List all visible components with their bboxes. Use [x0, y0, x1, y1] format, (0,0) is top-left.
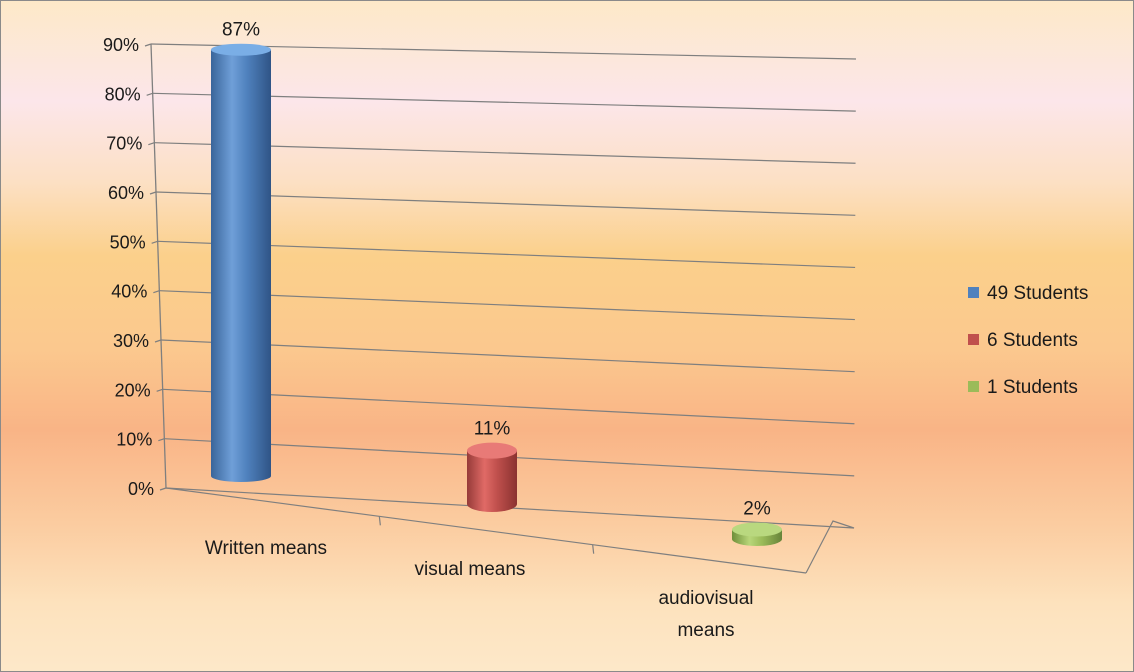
- legend-swatch: [968, 287, 979, 298]
- y-tick-label: 30%: [113, 331, 149, 351]
- gridline: [150, 43, 857, 60]
- data-label: 11%: [474, 419, 511, 440]
- x-axis-line: [165, 487, 807, 574]
- y-tick-label: 90%: [103, 35, 139, 55]
- y-tick-label: 80%: [105, 84, 141, 104]
- legend-label: 49 Students: [987, 283, 1088, 304]
- x-category-label: audiovisual means: [658, 588, 753, 641]
- gridline: [162, 388, 855, 425]
- y-axis-line: [150, 43, 167, 489]
- y-tick-mark: [159, 487, 167, 491]
- gridline: [160, 339, 855, 373]
- cylinder-top: [732, 522, 782, 537]
- cylinder-top: [211, 43, 271, 56]
- y-tick-mark: [149, 191, 157, 195]
- gridline: [155, 191, 856, 216]
- x-tick-mark: [378, 516, 381, 526]
- legend: 49 Students 6 Students 1 Students: [968, 283, 1088, 398]
- y-tick-label: 10%: [116, 430, 152, 450]
- y-tick-mark: [144, 43, 152, 47]
- y-tick-label: 0%: [128, 479, 154, 499]
- legend-label: 1 Students: [987, 377, 1078, 398]
- y-tick-label: 20%: [115, 380, 151, 400]
- grid-layer: [150, 43, 857, 477]
- y-tick-mark: [158, 438, 165, 442]
- gridline: [159, 290, 855, 321]
- bar-written-means: [211, 43, 271, 482]
- y-tick-mark: [151, 240, 158, 244]
- y-tick-mark: [153, 290, 160, 294]
- cylinder-top: [467, 442, 517, 459]
- bar-visual-means: [467, 442, 517, 512]
- y-tick-mark: [156, 388, 163, 392]
- x-category-label: visual means: [415, 559, 526, 580]
- x-category-label: Written means: [205, 538, 327, 559]
- label-layer: 87% 11% 2%: [222, 20, 771, 520]
- x-tick-mark: [592, 544, 595, 554]
- gridline: [154, 142, 856, 164]
- y-tick-label: 60%: [108, 183, 144, 203]
- y-tick-label: 40%: [111, 282, 147, 302]
- bar-audiovisual-means: [732, 522, 782, 546]
- legend-label: 6 Students: [987, 330, 1078, 351]
- data-label: 87%: [222, 20, 260, 41]
- data-label: 2%: [743, 499, 771, 520]
- y-tick-mark: [154, 339, 162, 343]
- y-tick-mark: [146, 92, 153, 96]
- y-tick-label: 50%: [110, 232, 146, 252]
- gridline: [157, 240, 856, 269]
- cylinder-body: [467, 450, 517, 512]
- bar-layer: [211, 43, 782, 546]
- legend-swatch: [968, 381, 979, 392]
- axis-layer: 0% 10% 20% 30% 40% 50% 60% 70% 80% 90% Written mea…: [103, 35, 855, 641]
- y-tick-label: 70%: [106, 134, 142, 154]
- y-tick-mark: [148, 142, 155, 146]
- legend-swatch: [968, 334, 979, 345]
- cylinder-body: [211, 49, 271, 482]
